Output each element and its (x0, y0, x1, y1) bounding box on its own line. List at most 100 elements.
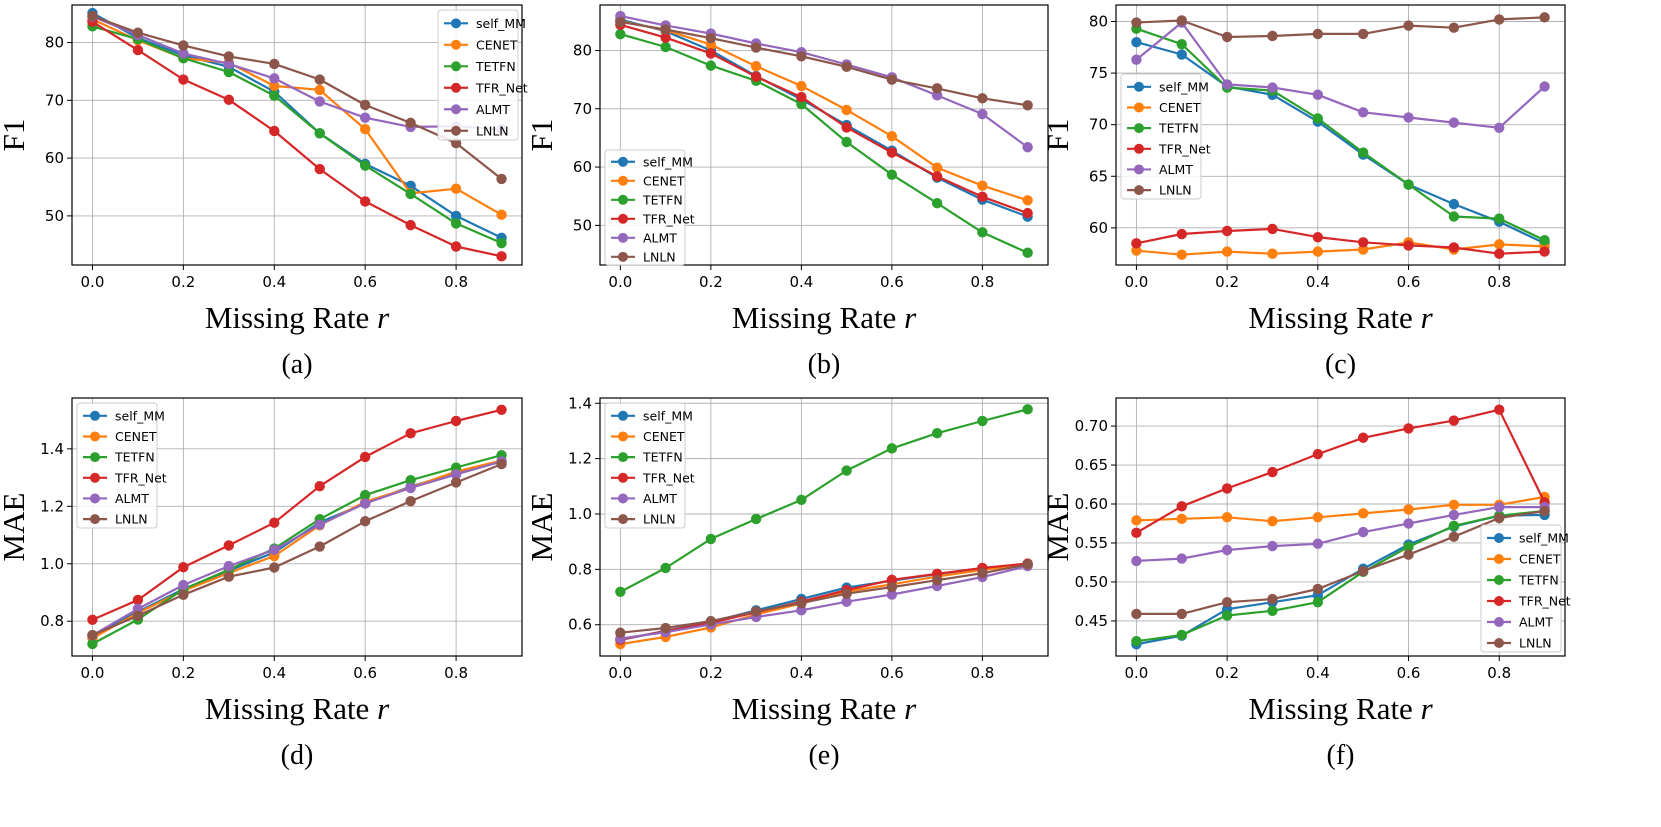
legend-label: TETFN (1518, 572, 1559, 587)
data-point-tetfn (1131, 635, 1142, 647)
data-point-tfr-net (178, 562, 189, 573)
data-point-tetfn (1312, 597, 1324, 608)
data-point-lnln (269, 58, 280, 70)
data-point-almt (1022, 142, 1033, 153)
panel-label: (b) (808, 349, 841, 380)
y-tick-label: 0.45 (1075, 612, 1108, 630)
x-axis-label: Missing Rate r (732, 300, 917, 335)
data-point-tfr-net (314, 481, 325, 492)
data-point-lnln (1448, 22, 1460, 33)
data-point-lnln (1539, 505, 1550, 517)
data-point-lnln (1448, 531, 1460, 542)
data-point-lnln (359, 99, 371, 111)
x-axis-label: Missing Rate r (205, 691, 390, 726)
data-point-almt (1403, 112, 1414, 123)
data-point-lnln (1494, 512, 1505, 524)
data-point-cenet (1131, 245, 1142, 256)
data-point-almt (269, 544, 280, 555)
legend-label: CENET (1159, 100, 1201, 115)
data-point-lnln (87, 10, 98, 22)
data-point-almt (359, 112, 371, 123)
legend-swatch-marker (1494, 554, 1504, 565)
data-point-cenet (1221, 512, 1233, 523)
legend-swatch-marker (451, 39, 461, 50)
legend: self_MM CENET TETFN TFR_Net ALMT LNLN (604, 149, 695, 266)
data-point-tfr-net (359, 451, 371, 463)
data-point-tfr-net (705, 48, 717, 59)
data-point-lnln (132, 27, 144, 38)
legend-label: ALMT (1519, 614, 1553, 629)
x-tick-label: 0.4 (262, 664, 286, 682)
chart-panel: 0.0 0.2 0.4 0.6 0.8 0.8 1.0 1.2 1.4 self_MM CENET T… (0, 397, 523, 771)
data-point-tetfn (841, 136, 852, 148)
data-point-tetfn (1539, 235, 1550, 246)
data-point-lnln (841, 588, 852, 599)
data-point-cenet (1176, 513, 1187, 525)
legend-swatch-marker (1134, 143, 1144, 154)
data-point-tetfn (796, 494, 807, 506)
x-axis-label-var: r (377, 300, 390, 335)
data-point-lnln (223, 51, 235, 62)
data-point-cenet (1312, 512, 1324, 523)
series-line-lnln (92, 14, 503, 180)
y-axis-label: F1 (0, 119, 31, 152)
data-point-lnln (314, 74, 325, 85)
data-point-tetfn (269, 90, 280, 101)
legend-swatch-marker (1494, 533, 1504, 544)
data-point-lnln (1022, 559, 1033, 570)
x-tick-label: 0.4 (262, 273, 286, 291)
legend-label: CENET (643, 173, 685, 188)
data-point-tfr-net (87, 614, 98, 625)
series-line-cenet (91, 459, 502, 640)
data-point-almt (223, 58, 235, 70)
legend-swatch-marker (90, 472, 100, 483)
legend-label: self_MM (1519, 531, 1569, 546)
data-point-tetfn (886, 443, 898, 454)
y-tick-label: 0.8 (40, 612, 64, 630)
data-point-tetfn (1448, 211, 1460, 222)
legend-swatch-marker (1134, 81, 1144, 92)
legend-label: ALMT (476, 102, 510, 117)
y-axis-label: F1 (1040, 119, 1075, 152)
legend-label: TETFN (642, 450, 683, 465)
series-line-tfr-net (1136, 227, 1545, 255)
data-point-tfr-net (450, 415, 462, 427)
data-point-cenet (269, 80, 280, 92)
series-line-tetfn (620, 33, 1029, 254)
data-point-tetfn (359, 160, 371, 171)
series-line-tetfn (1136, 509, 1545, 643)
data-point-tfr-net (1312, 448, 1324, 460)
legend-label: TETFN (642, 192, 683, 207)
data-point-tfr-net (1403, 423, 1414, 434)
x-tick-label: 0.0 (81, 664, 105, 682)
x-tick-label: 0.8 (1487, 273, 1511, 291)
x-axis-label-var: r (377, 691, 390, 726)
data-point-lnln (705, 615, 717, 627)
legend-swatch-marker (618, 232, 628, 243)
legend-label: CENET (115, 429, 157, 444)
data-point-lnln (1221, 597, 1233, 608)
data-point-tfr-net (1357, 237, 1369, 248)
data-point-tfr-net (660, 32, 671, 43)
data-point-tetfn (1022, 404, 1033, 415)
y-tick-label: 70 (1089, 116, 1108, 134)
data-point-tfr-net (750, 71, 762, 82)
x-tick-label: 0.0 (608, 273, 632, 291)
data-point-lnln (1176, 608, 1187, 620)
data-point-self-mm (1448, 198, 1460, 210)
data-point-lnln (705, 33, 717, 44)
data-point-lnln (405, 117, 416, 129)
data-point-cenet (886, 130, 898, 142)
data-point-lnln (1494, 14, 1505, 25)
series-line-almt (1135, 21, 1546, 129)
legend-label: TFR_Net (114, 470, 167, 485)
series-line-almt (91, 460, 502, 637)
panel-label: (a) (281, 349, 312, 380)
series-line-tfr-net (620, 23, 1028, 215)
data-point-lnln (1221, 31, 1233, 43)
legend-swatch-marker (618, 493, 628, 504)
legend-label: ALMT (1159, 162, 1193, 177)
data-point-self-mm (1131, 36, 1142, 48)
data-point-lnln (496, 173, 507, 185)
data-point-cenet (1448, 499, 1460, 510)
